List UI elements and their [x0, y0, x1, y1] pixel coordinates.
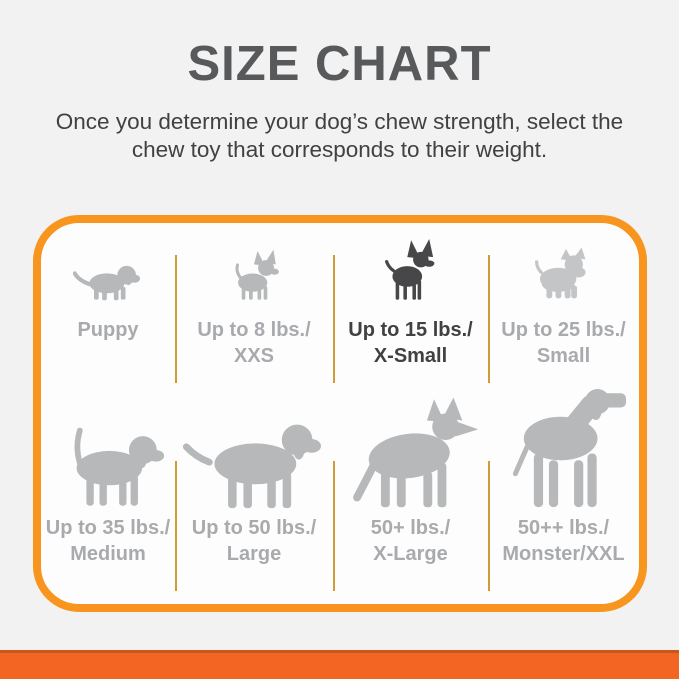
dog-icon-area — [175, 223, 333, 301]
size-label: 50+ lbs./ X-Large — [371, 515, 451, 567]
great-dane-dog-icon — [512, 389, 626, 508]
size-label-line-2: X-Large — [373, 543, 448, 565]
size-chart-row-large-dogs: Up to 35 lbs./ Medium — [41, 383, 639, 604]
column-divider — [487, 255, 490, 383]
dog-icon-area — [488, 223, 639, 301]
size-label-line-2: Small — [536, 345, 591, 367]
subtitle-line-2: chew toy that corresponds to their weigh… — [131, 137, 548, 162]
size-cell-xsmall: Up to 15 lbs./ X-Small — [333, 223, 488, 383]
chihuahua-dog-icon — [234, 249, 279, 300]
column-divider — [174, 255, 177, 383]
size-label-line-1: Up to 35 lbs./ — [45, 517, 171, 539]
size-chart-row-small-dogs: Puppy — [41, 223, 639, 383]
labrador-dog-icon — [182, 424, 321, 509]
size-label-line-1: 50+ lbs./ — [370, 517, 451, 539]
size-cell-small: Up to 25 lbs./ Small — [488, 223, 639, 383]
size-label-line-1: Up to 8 lbs./ — [197, 319, 311, 341]
puppy-dog-icon — [73, 265, 141, 301]
size-cell-puppy: Puppy — [41, 223, 175, 383]
size-label-line-1: Up to 50 lbs./ — [191, 517, 317, 539]
dog-icon-area — [333, 223, 488, 301]
dog-icon-area — [488, 383, 639, 509]
column-divider — [174, 461, 177, 591]
size-label: Up to 25 lbs./ Small — [501, 317, 625, 369]
size-label: Puppy — [77, 317, 138, 343]
size-label-line-2: XXS — [233, 345, 275, 367]
column-divider — [332, 461, 335, 591]
size-label-line-1: Up to 25 lbs./ — [501, 319, 626, 341]
size-label: Up to 15 lbs./ X-Small — [348, 317, 472, 369]
min-pin-dog-icon — [385, 239, 435, 300]
size-label-line-1: 50++ lbs./ — [517, 517, 610, 539]
size-label-line-2: Monster/XXL — [502, 543, 625, 565]
size-label: Up to 8 lbs./ XXS — [197, 317, 310, 369]
size-label-line-1: Up to 15 lbs./ — [348, 319, 473, 341]
terrier-dog-icon — [534, 247, 585, 299]
column-divider — [487, 461, 490, 591]
page-title: SIZE CHART — [187, 37, 492, 91]
size-cell-xlarge: 50+ lbs./ X-Large — [333, 383, 488, 604]
dog-icon-area — [333, 383, 488, 509]
subtitle-line-1: Once you determine your dog’s chew stren… — [55, 109, 624, 134]
size-label: 50++ lbs./ Monster/XXL — [502, 515, 624, 567]
dog-icon-area — [175, 383, 333, 509]
size-label-line-2: Medium — [70, 543, 146, 565]
beagle-dog-icon — [74, 427, 164, 506]
size-label: Up to 35 lbs./ Medium — [46, 515, 170, 567]
size-chart-panel: Puppy — [33, 215, 647, 612]
size-label-line-2: Large — [226, 543, 282, 565]
shepherd-dog-icon — [352, 397, 478, 508]
size-label-line-2: X-Small — [373, 345, 448, 367]
dog-icon-area — [41, 383, 175, 509]
size-cell-large: Up to 50 lbs./ Large — [175, 383, 333, 604]
size-label: Up to 50 lbs./ Large — [192, 515, 316, 567]
size-cell-xxs: Up to 8 lbs./ XXS — [175, 223, 333, 383]
size-label-line-1: Puppy — [77, 319, 139, 341]
dog-icon-area — [41, 223, 175, 301]
size-cell-medium: Up to 35 lbs./ Medium — [41, 383, 175, 604]
page-subtitle: Once you determine your dog’s chew stren… — [0, 108, 679, 164]
size-cell-monster-xxl: 50++ lbs./ Monster/XXL — [488, 383, 639, 604]
column-divider — [332, 255, 335, 383]
footer-orange-bar — [0, 650, 679, 679]
